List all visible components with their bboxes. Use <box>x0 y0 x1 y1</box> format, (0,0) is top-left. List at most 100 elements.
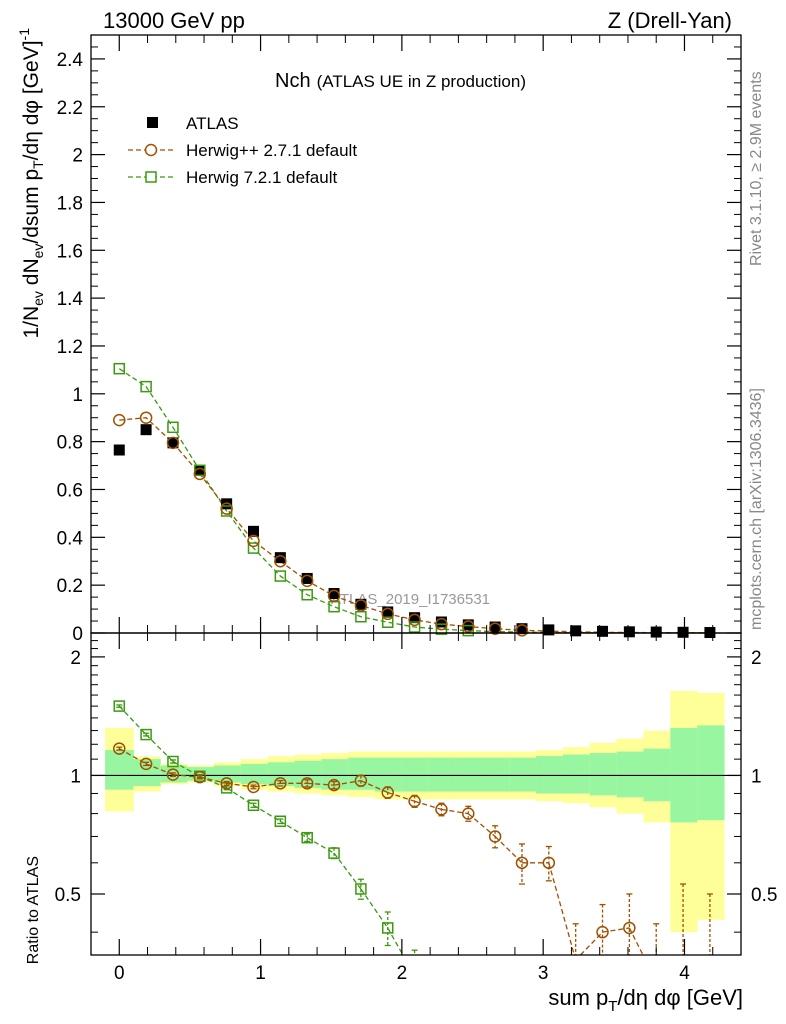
herwigpp-ratio-point <box>408 794 421 808</box>
main-y-tick-label: 0 <box>72 624 83 645</box>
herwigpp-ratio-point <box>596 925 609 939</box>
band-inner-bin <box>133 759 161 787</box>
x-tick-label: 4 <box>679 963 690 984</box>
herwig7-ratio-point <box>113 700 126 712</box>
atlas-point <box>248 525 259 537</box>
herwigpp-ratio-point <box>435 803 448 816</box>
band-inner-bin <box>697 725 725 821</box>
main-y-tick-label: 0.6 <box>57 480 83 501</box>
herwig7-ratio-line <box>145 734 174 762</box>
main-y-tick-label: 2 <box>72 146 83 167</box>
herwig7-ratio-point <box>274 815 287 828</box>
band-inner-bin <box>348 757 376 790</box>
main-y-tick-label: 1 <box>72 385 83 406</box>
herwig7-point <box>301 588 313 601</box>
band-inner-bin <box>482 757 510 792</box>
band-inner-bin <box>240 763 269 785</box>
herwigpp-ratio-line <box>253 782 281 788</box>
herwigpp-ratio-line <box>548 862 575 956</box>
herwigpp-point <box>247 534 260 548</box>
herwig7-ratio-point <box>167 755 179 768</box>
herwigpp-point <box>435 617 448 631</box>
main-y-axis-label: 1/Nev dNev/dsum pT/dη dφ [GeV]-1 <box>16 28 46 339</box>
herwigpp-point <box>515 624 529 637</box>
herwig7-ratio-line <box>306 837 335 854</box>
atlas-point <box>167 437 179 449</box>
band-inner-bin <box>455 757 483 792</box>
atlas-point <box>328 588 340 600</box>
herwigpp-point <box>274 554 287 568</box>
herwigpp-ratio-line <box>172 773 200 778</box>
herwigpp-point <box>166 436 180 450</box>
legend-atlas-label: ATLAS <box>186 114 239 133</box>
herwig7-point <box>274 570 287 582</box>
legend: ATLAS Herwig++ 2.7.1 default Herwig 7.2.… <box>128 114 357 187</box>
ratio-panel-series <box>113 700 713 956</box>
atlas-point <box>355 598 367 610</box>
atlas-point <box>382 606 394 618</box>
atlas-point <box>274 552 286 564</box>
herwig7-point <box>167 421 179 434</box>
plot-title-main: Nch <box>275 70 311 92</box>
herwigpp-ratio-line <box>387 791 415 802</box>
herwigpp-ratio-point <box>381 786 394 799</box>
axes: 0 0.2 0.4 0.6 0.8 1 1.2 1.4 1.6 1.8 2 2.2 2.4 0 1 2 3 4 0.… <box>55 34 777 984</box>
herwigpp-ratio-point <box>488 830 502 843</box>
plot-title: Nch (ATLAS UE in Z production) <box>275 70 526 92</box>
herwigpp-point <box>381 607 394 621</box>
ratio-y-tick-label: 1 <box>70 766 81 787</box>
band-inner-bin <box>267 762 295 787</box>
main-y-tick-label: 0.8 <box>57 433 83 454</box>
atlas-point <box>516 623 528 635</box>
herwig7-point <box>140 380 152 393</box>
main-y-tick-label: 2.2 <box>57 98 83 119</box>
band-inner-bin <box>105 750 134 790</box>
herwig7-ratio-point <box>140 728 152 741</box>
ratio-panel-frame <box>90 632 742 956</box>
band-inner-bin <box>375 757 403 792</box>
herwigpp-ratio-line <box>333 780 361 786</box>
x-tick-label: 3 <box>538 963 549 984</box>
herwigpp-ratio-point <box>113 742 126 755</box>
main-y-tick-label: 1.4 <box>57 289 84 310</box>
atlas-point <box>140 424 152 436</box>
herwigpp-point <box>354 599 368 612</box>
x-tick-label: 0 <box>114 963 125 984</box>
herwig7-point <box>247 542 260 554</box>
herwigpp-ratio-line <box>467 813 496 837</box>
ratio-uncertainty-bands <box>91 690 741 933</box>
herwigpp-ratio-line <box>414 800 442 811</box>
herwigpp-point <box>193 467 207 481</box>
herwig7-ratio-line <box>360 888 389 929</box>
main-y-tick-label: 1.8 <box>57 193 83 214</box>
herwigpp-ratio-point <box>327 778 341 792</box>
atlas-point <box>435 616 447 628</box>
herwigpp-ratio-point <box>515 856 529 870</box>
header-energy: 13000 GeV pp <box>103 8 245 33</box>
herwigpp-ratio-point <box>193 770 207 784</box>
band-inner-bin <box>536 756 564 794</box>
herwig7-line <box>118 368 710 634</box>
ratio-y-tick-label-right: 2 <box>751 648 762 669</box>
herwig7-ratio-line <box>280 820 308 839</box>
herwigpp-point <box>113 413 126 427</box>
herwigpp-ratio-point <box>300 777 314 790</box>
herwigpp-ratio-point <box>623 921 636 935</box>
herwig7-ratio-point <box>328 847 340 859</box>
band-inner-bin <box>213 765 242 783</box>
band-inner-bin <box>616 751 644 798</box>
atlas-point <box>677 626 689 638</box>
legend-herwigpp-marker <box>144 143 158 157</box>
header-process: Z (Drell-Yan) <box>608 8 732 33</box>
herwigpp-ratio-line <box>199 776 227 784</box>
legend-herwig7-marker <box>145 171 157 183</box>
herwigpp-ratio-line <box>494 835 523 864</box>
atlas-point <box>489 621 501 633</box>
band-inner-bin <box>562 754 591 794</box>
x-tick-label: 2 <box>397 963 408 984</box>
herwig7-ratio-point <box>301 831 313 844</box>
herwigpp-ratio-point <box>220 777 233 790</box>
ratio-y-tick-label-right: 0.5 <box>751 885 777 906</box>
atlas-point <box>597 625 609 637</box>
